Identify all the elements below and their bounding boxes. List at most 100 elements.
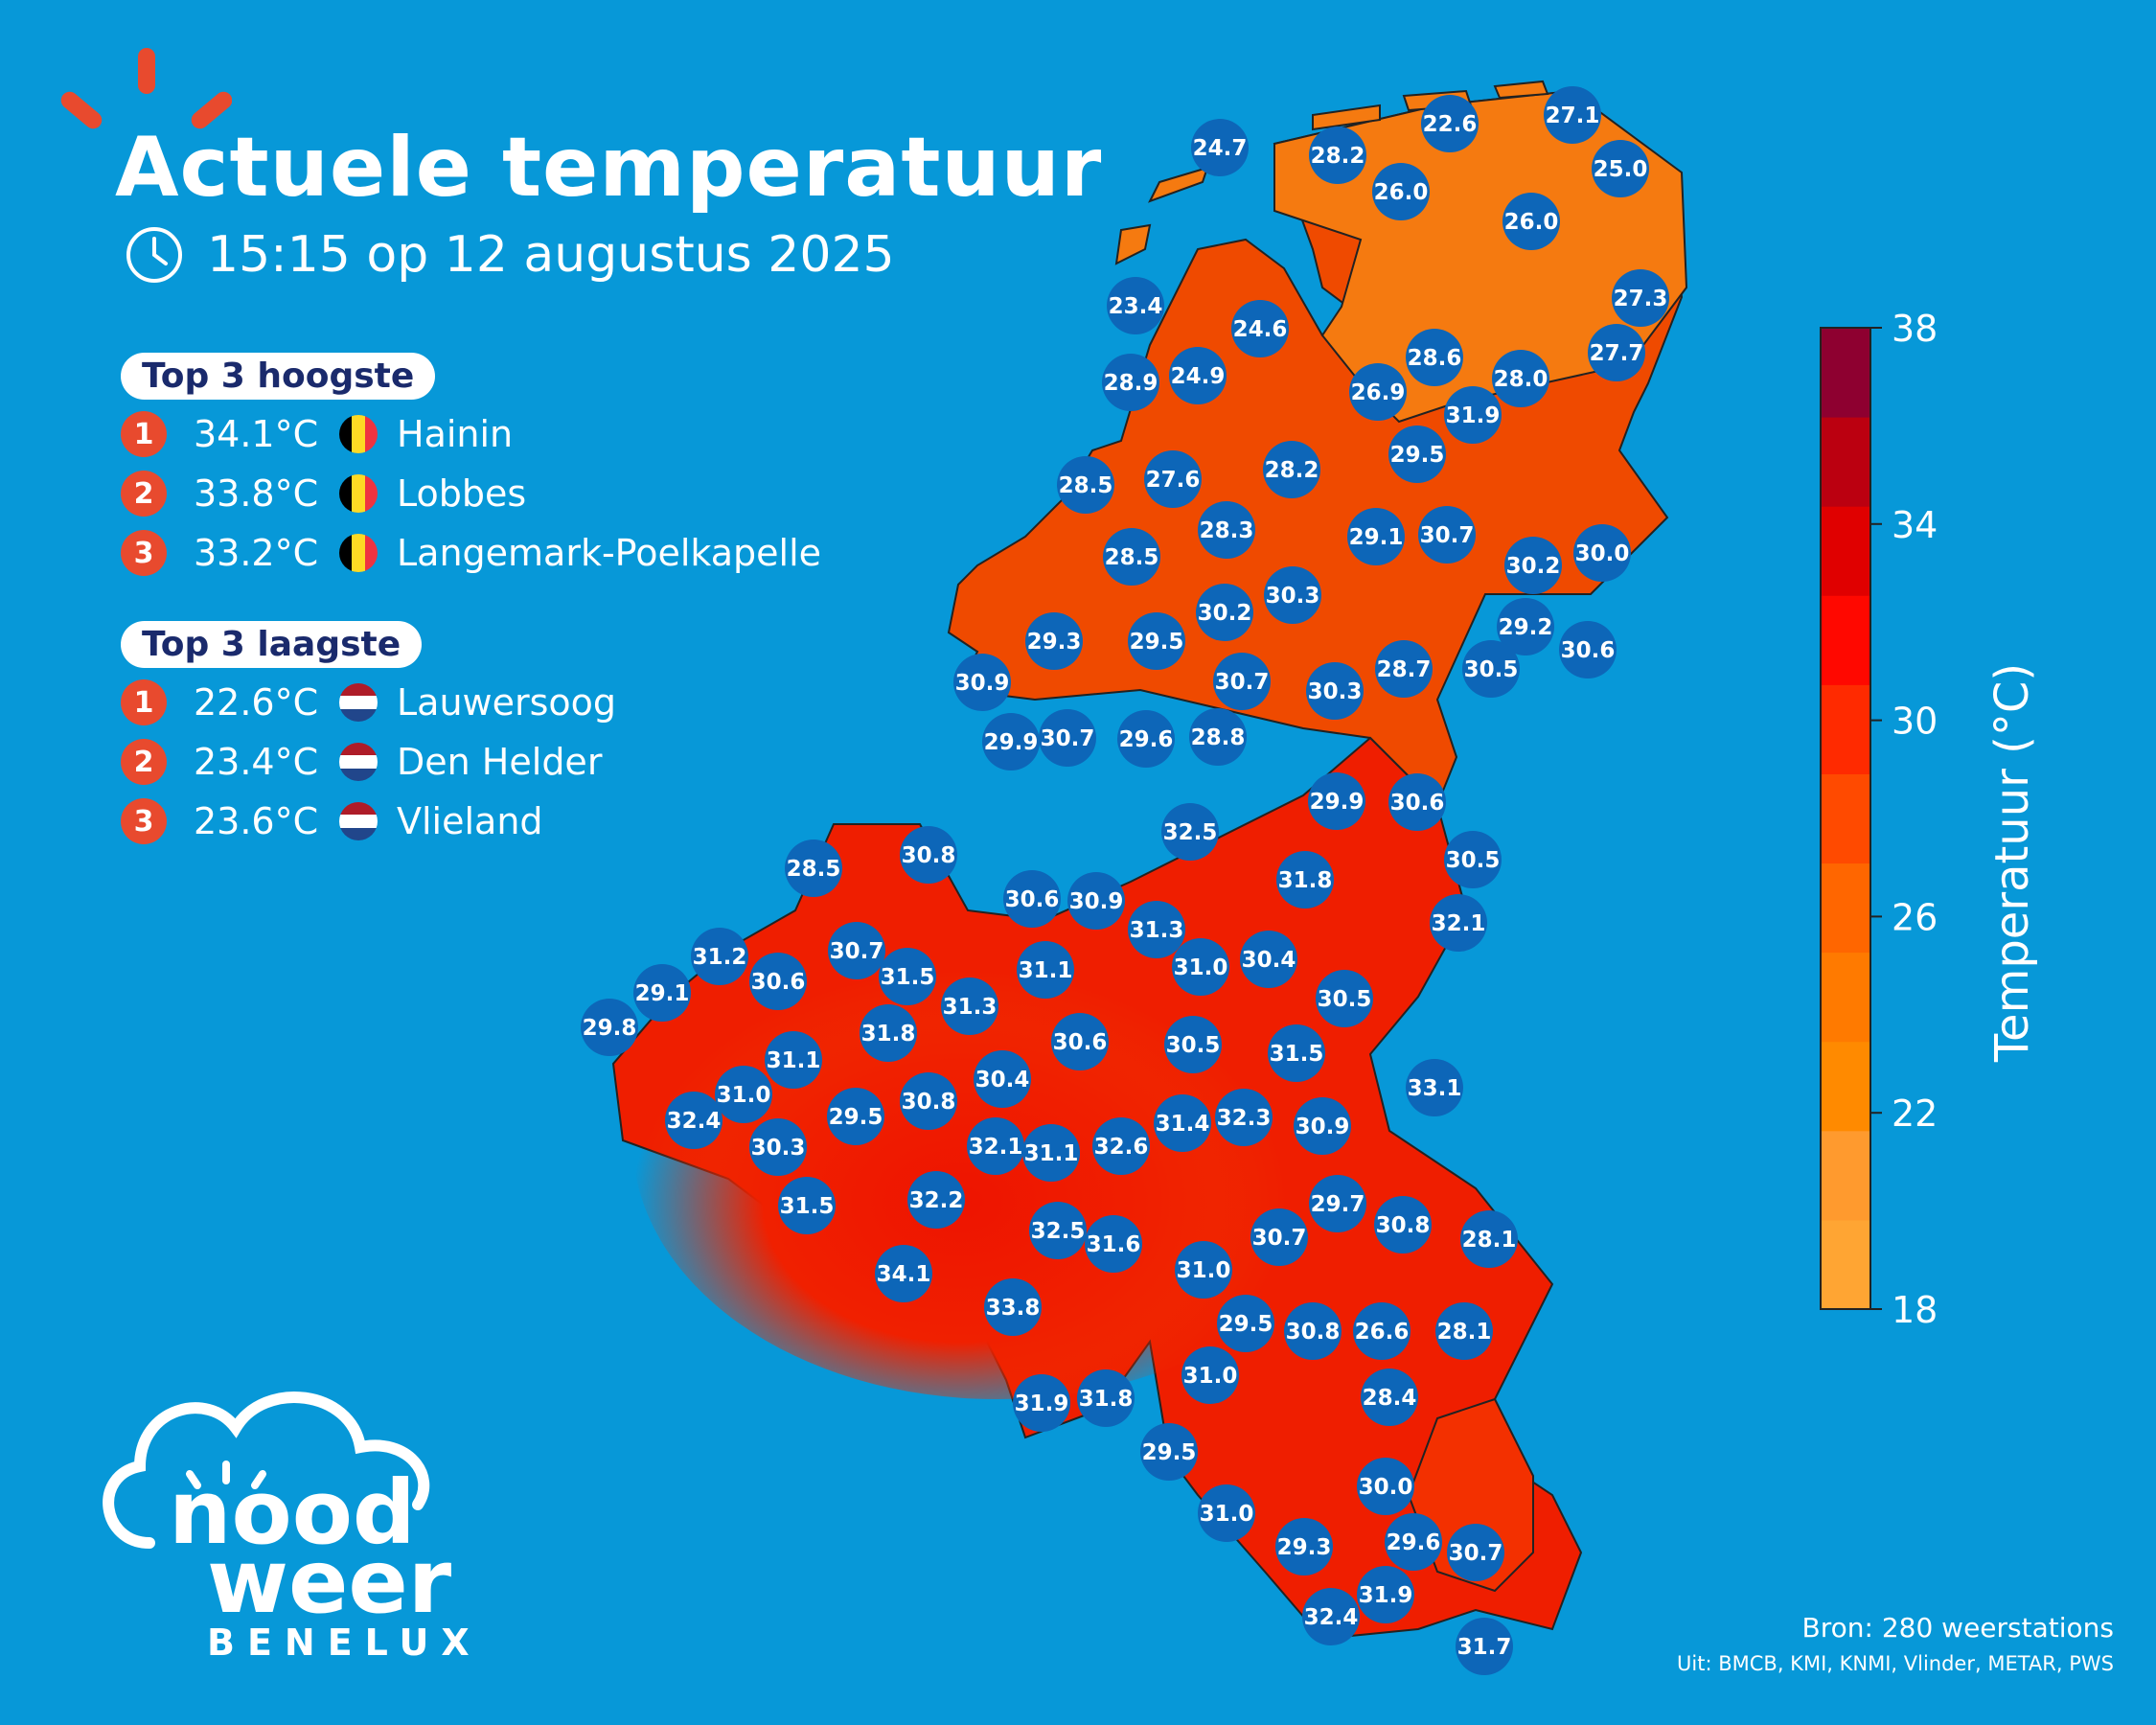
rank-temperature: 34.1°C (194, 413, 319, 455)
station-value: 30.2 (1506, 554, 1561, 579)
station-marker: 26.0 (1502, 193, 1560, 250)
source-text: Bron: 280 weerstations (1801, 1612, 2114, 1644)
station-dot (785, 840, 842, 897)
station-dot (1275, 1518, 1333, 1576)
colorbar-segment (1821, 328, 1870, 418)
station-value: 31.5 (1270, 1042, 1324, 1067)
station-dot (1361, 1368, 1418, 1426)
station-marker: 24.9 (1169, 347, 1227, 404)
colorbar-tick-label: 30 (1892, 701, 1938, 743)
station-value: 32.4 (667, 1109, 722, 1134)
station-marker: 22.6 (1421, 95, 1479, 152)
station-value: 31.1 (767, 1048, 821, 1073)
station-dot (1447, 1524, 1504, 1581)
station-marker: 29.9 (982, 713, 1040, 770)
station-dot (1025, 612, 1083, 670)
station-marker: 29.1 (633, 964, 691, 1022)
station-marker: 32.5 (1161, 803, 1219, 861)
station-marker: 28.1 (1460, 1210, 1518, 1268)
station-marker: 32.5 (1029, 1202, 1087, 1259)
station-value: 30.8 (902, 843, 956, 868)
station-value: 30.7 (1420, 523, 1475, 548)
station-value: 28.5 (787, 857, 841, 882)
station-dot (1492, 350, 1549, 407)
station-dot (1497, 598, 1554, 656)
colorbar-segment (1821, 862, 1870, 954)
station-marker: 28.5 (1103, 528, 1160, 586)
list-item: 2 23.4°C Den Helder (121, 732, 616, 792)
station-marker: 28.1 (1435, 1302, 1493, 1360)
wadden-island (1114, 223, 1152, 265)
colorbar-segment (1821, 684, 1870, 774)
belgium-flag-icon (339, 534, 378, 572)
station-dot (1003, 870, 1061, 928)
station-marker: 29.3 (1275, 1518, 1333, 1576)
station-marker: 30.0 (1357, 1458, 1414, 1515)
station-dot (1612, 269, 1669, 327)
station-value: 32.1 (969, 1135, 1023, 1160)
station-marker: 30.6 (749, 953, 807, 1010)
list-item: 2 33.8°C Lobbes (121, 464, 821, 523)
station-value: 29.6 (1387, 1530, 1441, 1555)
station-value: 29.3 (1277, 1535, 1332, 1560)
station-marker: 31.0 (715, 1066, 772, 1123)
rank-temperature: 33.2°C (194, 532, 319, 574)
station-dot (1128, 901, 1185, 958)
station-marker: 31.9 (1013, 1374, 1070, 1432)
station-marker: 26.6 (1353, 1302, 1411, 1360)
rank-temperature: 23.6°C (194, 800, 319, 842)
station-dot (1544, 86, 1601, 144)
station-value: 30.3 (1308, 679, 1363, 704)
belgium-flag-icon (339, 415, 378, 453)
station-dot (1573, 524, 1631, 582)
station-dot (691, 928, 748, 985)
station-marker: 31.8 (860, 1004, 917, 1062)
station-dot (1140, 1423, 1198, 1481)
station-dot (1421, 95, 1479, 152)
station-dot (1263, 441, 1320, 498)
logo-bottom-word: weer (207, 1530, 452, 1633)
station-value: 28.2 (1265, 458, 1319, 483)
colorbar-segment (1821, 773, 1870, 864)
timestamp-text: 15:15 op 12 augustus 2025 (207, 226, 895, 284)
station-value: 30.0 (1359, 1475, 1413, 1500)
station-value: 30.5 (1464, 657, 1519, 682)
rank-temperature: 22.6°C (194, 681, 319, 724)
station-marker: 32.1 (967, 1117, 1024, 1175)
station-marker: 30.5 (1462, 640, 1520, 698)
station-dot (1103, 528, 1160, 586)
station-dot (1418, 506, 1476, 564)
station-marker: 30.8 (1284, 1302, 1342, 1360)
colorbar-segment (1821, 595, 1870, 685)
station-value: 30.3 (751, 1136, 806, 1161)
station-value: 28.2 (1311, 144, 1365, 169)
station-name: Langemark-Poelkapelle (397, 532, 822, 574)
station-value: 29.5 (1130, 630, 1184, 655)
station-marker: 30.9 (1067, 872, 1125, 930)
station-value: 32.5 (1031, 1219, 1086, 1244)
station-dot (1102, 354, 1159, 411)
station-marker: 31.0 (1198, 1484, 1255, 1542)
station-value: 31.2 (693, 945, 747, 970)
station-value: 26.6 (1355, 1320, 1410, 1345)
station-value: 30.9 (1296, 1115, 1350, 1139)
station-marker: 31.1 (1017, 941, 1074, 999)
station-dot (1276, 851, 1334, 908)
station-name: Lauwersoog (397, 681, 617, 724)
list-item: 3 23.6°C Vlieland (121, 792, 616, 851)
station-dot (953, 654, 1011, 711)
station-value: 32.5 (1163, 820, 1218, 845)
station-value: 28.1 (1437, 1320, 1492, 1345)
station-name: Lobbes (397, 472, 527, 515)
station-marker: 31.1 (1022, 1124, 1080, 1182)
station-marker: 31.6 (1085, 1215, 1142, 1273)
station-dot (1316, 970, 1373, 1027)
colorbar-tick-label: 34 (1892, 504, 1938, 546)
station-dot (1169, 347, 1227, 404)
station-dot (967, 1117, 1024, 1175)
colorbar: 38 34 30 26 22 18 (1820, 308, 1938, 1331)
station-value: 28.4 (1363, 1386, 1417, 1411)
netherlands-flag-icon (339, 802, 378, 840)
top-high-list: 1 34.1°C Hainin 2 33.8°C Lobbes 3 33.2°C… (121, 404, 821, 583)
